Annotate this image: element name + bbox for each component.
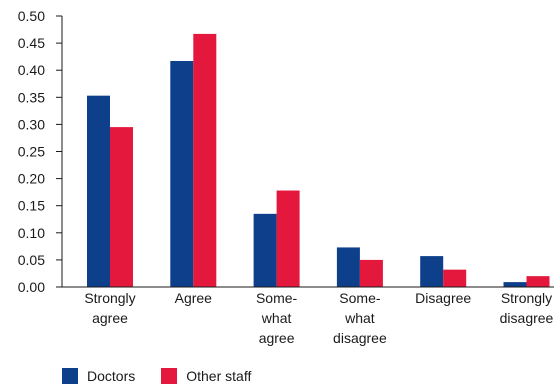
bar-other-staff — [193, 33, 217, 287]
bar-doctors — [336, 247, 360, 287]
bar-doctors — [420, 256, 444, 287]
bar-doctors — [503, 282, 527, 287]
legend-swatch-doctors — [62, 368, 78, 384]
legend-item-doctors: Doctors — [62, 368, 135, 384]
legend: Doctors Other staff — [62, 368, 277, 384]
x-axis: Strongly agree Agree Some-what agree Some-wha… — [62, 286, 554, 346]
bar-doctors — [170, 60, 194, 288]
bars — [87, 33, 550, 288]
y-tick-label: 0.45 — [18, 35, 45, 51]
bar-other-staff — [276, 190, 300, 287]
y-tick-label: 0.35 — [18, 89, 45, 105]
bar-doctors — [253, 213, 277, 287]
bar-other-staff — [526, 276, 550, 287]
legend-swatch-other-staff — [161, 368, 178, 384]
x-tick-label: Some-what agree — [256, 290, 298, 346]
y-tick-label: 0.30 — [18, 116, 45, 132]
legend-label-other-staff: Other staff — [186, 368, 252, 384]
bar-chart: 0.00 0.05 0.10 0.15 0.20 0.25 0.30 0.35 0.40 0.45… — [18, 8, 554, 346]
bar-doctors — [87, 95, 110, 287]
x-tick-label: Strongly agree — [84, 290, 135, 326]
x-tick-label: Disagree — [415, 290, 471, 306]
bar-other-staff — [110, 127, 133, 287]
y-tick-label: 0.15 — [18, 198, 45, 214]
y-tick-label: 0.50 — [18, 8, 45, 24]
legend-item-other-staff: Other staff — [161, 368, 251, 384]
x-tick-label: Some-what disagree — [333, 290, 387, 346]
y-tick-label: 0.05 — [18, 252, 45, 268]
y-tick-label: 0.40 — [18, 62, 45, 78]
bar-other-staff — [443, 269, 467, 287]
x-tick-label: Strongly disagree — [500, 290, 554, 326]
y-tick-label: 0.10 — [18, 225, 45, 241]
x-tick-label: Agree — [175, 290, 213, 306]
y-axis: 0.00 0.05 0.10 0.15 0.20 0.25 0.30 0.35 0.40 0.45… — [18, 8, 63, 295]
y-tick-label: 0.20 — [18, 171, 45, 187]
legend-label-doctors: Doctors — [87, 368, 136, 384]
y-tick-label: 0.25 — [18, 144, 45, 160]
y-tick-label: 0.00 — [18, 279, 45, 295]
bar-other-staff — [359, 259, 383, 287]
